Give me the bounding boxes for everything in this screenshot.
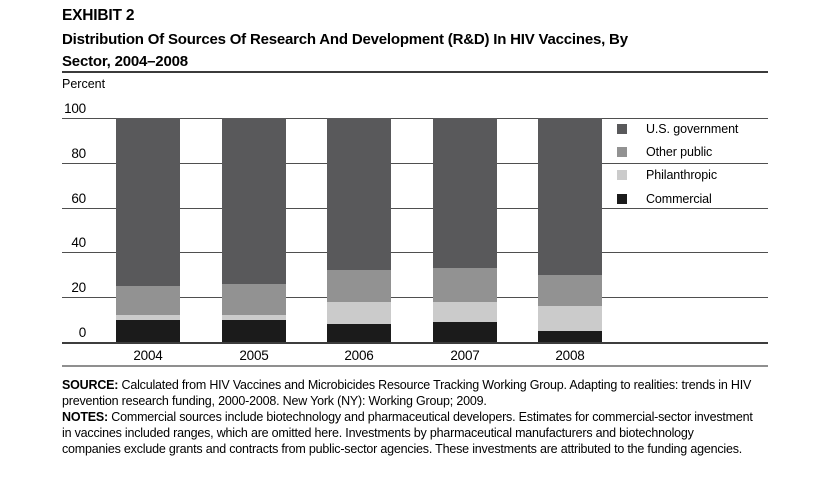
exhibit-label: EXHIBIT 2 xyxy=(62,7,135,24)
legend-label-commercial: Commercial xyxy=(646,191,712,206)
title-divider xyxy=(62,71,768,73)
legend-item-commercial: Commercial xyxy=(617,187,738,210)
legend-label-other-public: Other public xyxy=(646,145,713,160)
legend-item-u-s-government: U.S. government xyxy=(617,117,738,140)
bar-segment-commercial-2006 xyxy=(327,324,391,342)
bar-segment-commercial-2005 xyxy=(222,319,286,342)
gridline-100 xyxy=(62,118,768,119)
x-tick-label-2008: 2008 xyxy=(555,348,585,363)
source-line-1: SOURCE: Calculated from HIV Vaccines and… xyxy=(62,378,752,392)
y-tick-label-60: 60 xyxy=(71,191,86,206)
x-tick-label-2005: 2005 xyxy=(239,348,269,363)
notes-label: NOTES: xyxy=(62,410,112,424)
bar-segment-philanthropic-2007 xyxy=(433,301,497,322)
bar-segment-u-s-government-2004 xyxy=(116,118,180,286)
y-tick-label-100: 100 xyxy=(64,101,86,116)
bar-segment-u-s-government-2006 xyxy=(327,118,391,271)
bar-segment-u-s-government-2008 xyxy=(538,118,602,275)
bar-segment-philanthropic-2005 xyxy=(222,315,286,320)
legend-item-other-public: Other public xyxy=(617,140,738,163)
bar-segment-commercial-2007 xyxy=(433,321,497,342)
bar-segment-other-public-2007 xyxy=(433,268,497,302)
y-tick-label-0: 0 xyxy=(78,325,87,340)
y-axis-label: Percent xyxy=(62,77,106,91)
gridline-0 xyxy=(62,342,768,344)
bar-segment-other-public-2006 xyxy=(327,270,391,302)
bottom-divider xyxy=(62,365,768,367)
legend-label-u-s-government: U.S. government xyxy=(646,121,739,136)
source-line-2: prevention research funding, 2000-2008. … xyxy=(62,394,487,408)
x-tick-label-2006: 2006 xyxy=(344,348,374,363)
gridline-60 xyxy=(62,208,768,209)
legend-swatch-u-s-government xyxy=(617,123,627,134)
bar-segment-philanthropic-2006 xyxy=(327,301,391,325)
gridline-80 xyxy=(62,163,768,164)
gridline-40 xyxy=(62,252,768,253)
bar-segment-other-public-2008 xyxy=(538,274,602,307)
source-label: SOURCE: xyxy=(62,378,122,392)
x-tick-label-2004: 2004 xyxy=(133,348,163,363)
y-tick-label-40: 40 xyxy=(71,235,86,250)
legend-swatch-philanthropic xyxy=(617,170,627,181)
bar-segment-commercial-2004 xyxy=(116,319,180,342)
notes-line-3: companies exclude grants and contracts f… xyxy=(62,442,743,456)
bar-segment-u-s-government-2007 xyxy=(433,118,497,269)
y-tick-label-80: 80 xyxy=(71,146,86,161)
x-tick-label-2007: 2007 xyxy=(450,348,480,363)
bar-segment-other-public-2004 xyxy=(116,286,180,316)
bar-segment-other-public-2005 xyxy=(222,283,286,316)
legend-swatch-commercial xyxy=(617,193,627,204)
bar-segment-philanthropic-2004 xyxy=(116,315,180,320)
gridline-20 xyxy=(62,297,768,298)
bar-segment-philanthropic-2008 xyxy=(538,306,602,331)
bar-segment-u-s-government-2005 xyxy=(222,118,286,284)
legend-swatch-other-public xyxy=(617,147,627,158)
header: EXHIBIT 2 Distribution Of Sources Of Res… xyxy=(62,6,768,73)
notes-line-1: NOTES: Commercial sources include biotec… xyxy=(62,410,753,424)
legend: U.S. government Other public Philanthropic… xyxy=(617,117,738,211)
legend-label-philanthropic: Philanthropic xyxy=(646,168,717,183)
legend-item-philanthropic: Philanthropic xyxy=(617,164,738,187)
notes-line-2: in vaccines included ranges, which are o… xyxy=(62,426,694,440)
chart-title-line-1: Distribution Of Sources Of Research And … xyxy=(62,31,628,48)
y-tick-label-20: 20 xyxy=(71,280,86,295)
chart-title-line-2: Sector, 2004–2008 xyxy=(62,53,188,70)
source-notes: SOURCE: Calculated from HIV Vaccines and… xyxy=(62,377,825,457)
bar-segment-commercial-2008 xyxy=(538,330,602,342)
